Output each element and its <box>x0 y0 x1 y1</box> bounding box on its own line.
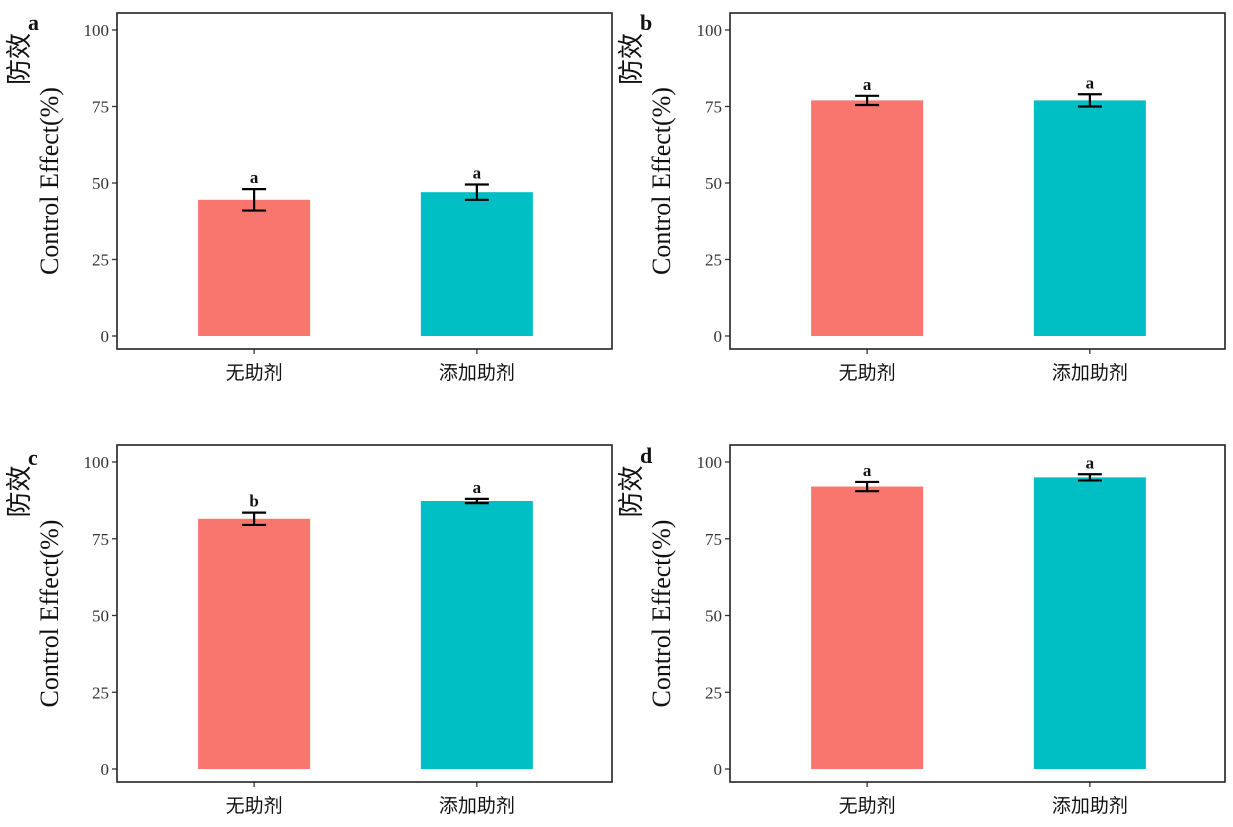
bar-2 <box>420 500 533 769</box>
x-tick-label: 添加助剂 <box>1052 795 1128 817</box>
significance-label: a <box>473 164 482 183</box>
x-tick-label: 添加助剂 <box>439 362 515 384</box>
y-tick-label: 0 <box>714 327 723 346</box>
y-tick-label: 75 <box>705 530 722 549</box>
significance-label: a <box>863 461 872 480</box>
x-tick-label: 无助剂 <box>839 362 896 384</box>
significance-label: a <box>863 75 872 94</box>
y-tick-label: 25 <box>705 683 722 702</box>
y-tick-label: 0 <box>101 327 110 346</box>
significance-label: a <box>473 478 482 497</box>
y-axis-label-cn: 防效 <box>5 465 35 517</box>
plot-frame <box>116 12 613 350</box>
y-tick-label: 100 <box>84 453 110 472</box>
y-tick-label: 0 <box>714 760 723 779</box>
x-tick-label: 无助剂 <box>839 795 896 817</box>
bar-1 <box>811 486 924 769</box>
y-axis-label: Control Effect(%) <box>647 520 676 708</box>
x-tick-label: 添加助剂 <box>1052 362 1128 384</box>
y-tick-label: 100 <box>697 453 723 472</box>
significance-label: b <box>249 492 258 511</box>
bar-2 <box>420 192 533 336</box>
y-tick-label: 50 <box>92 174 109 193</box>
y-tick-label: 100 <box>84 21 110 40</box>
y-tick-label: 100 <box>697 21 723 40</box>
y-tick-label: 0 <box>101 760 110 779</box>
y-tick-label: 50 <box>92 607 109 626</box>
x-tick-label: 无助剂 <box>226 362 283 384</box>
panel-letter: b <box>640 10 652 35</box>
plot-frame <box>729 444 1226 783</box>
y-tick-label: 75 <box>705 98 722 117</box>
y-tick-label: 75 <box>92 98 109 117</box>
y-tick-label: 50 <box>705 174 722 193</box>
x-tick-label: 添加助剂 <box>439 795 515 817</box>
y-axis-label: Control Effect(%) <box>35 87 64 275</box>
bar-2 <box>1033 100 1146 336</box>
y-tick-label: 50 <box>705 607 722 626</box>
significance-label: a <box>1086 453 1095 472</box>
y-axis-label: Control Effect(%) <box>35 520 64 708</box>
y-tick-label: 25 <box>92 683 109 702</box>
bar-1 <box>198 518 311 769</box>
bar-1 <box>811 100 924 336</box>
panel-letter: d <box>640 443 652 468</box>
x-tick-label: 无助剂 <box>226 795 283 817</box>
plot-frame <box>729 12 1226 350</box>
significance-label: a <box>1086 73 1095 92</box>
y-tick-label: 25 <box>705 251 722 270</box>
plot-frame <box>116 444 613 783</box>
y-axis-label-cn: 防效 <box>617 33 647 85</box>
y-axis-label-cn: 防效 <box>617 465 647 517</box>
y-tick-label: 75 <box>92 530 109 549</box>
panel-letter: c <box>28 445 38 470</box>
significance-label: a <box>250 168 259 187</box>
y-axis-label-cn: 防效 <box>5 33 35 85</box>
y-tick-label: 25 <box>92 251 109 270</box>
y-axis-label: Control Effect(%) <box>647 87 676 275</box>
panel-letter: a <box>28 10 39 35</box>
bar-2 <box>1033 477 1146 769</box>
bar-1 <box>198 199 311 336</box>
